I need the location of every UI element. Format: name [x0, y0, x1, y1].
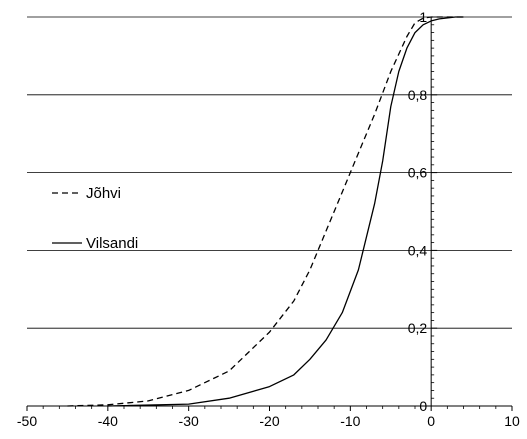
- series-line-j-hvi: [67, 16, 464, 407]
- axes: -50 -40 -30 -20 -10 0 10 0 0,2 0,4 0,6 0,8 1: [17, 9, 520, 429]
- x-tick-label-6: 10: [504, 413, 520, 429]
- gridlines: [27, 16, 512, 329]
- y-tick-label-0: 0: [419, 398, 427, 414]
- x-tick-label-0: -50: [17, 413, 37, 429]
- series-layer: [67, 16, 464, 407]
- y-tick-label-4: 0,8: [408, 87, 428, 103]
- x-tick-label-4: -10: [340, 413, 360, 429]
- legend-label-vilsandi: Vilsandi: [86, 235, 138, 252]
- y-tick-label-3: 0,6: [408, 165, 428, 181]
- legend-label-johvi: Jõhvi: [86, 185, 121, 202]
- x-tick-label-5: 0: [427, 413, 435, 429]
- legend: Jõhvi Vilsandi: [52, 185, 138, 252]
- y-tick-label-1: 0,2: [408, 320, 428, 336]
- x-tick-label-3: -20: [259, 413, 279, 429]
- series-line-vilsandi: [107, 16, 464, 407]
- x-tick-label-1: -40: [98, 413, 118, 429]
- y-tick-label-5: 1: [419, 9, 427, 25]
- x-tick-label-2: -30: [179, 413, 199, 429]
- y-tick-label-2: 0,4: [408, 242, 428, 258]
